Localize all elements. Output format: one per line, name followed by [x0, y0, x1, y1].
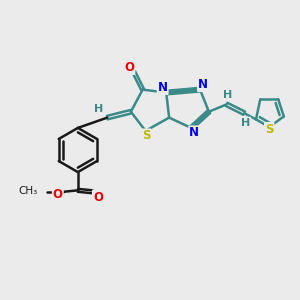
Text: H: H	[241, 118, 250, 128]
Text: CH₃: CH₃	[19, 186, 38, 196]
Text: H: H	[94, 104, 104, 114]
Text: S: S	[265, 123, 274, 136]
Text: N: N	[158, 81, 168, 94]
Text: N: N	[198, 78, 208, 91]
Text: O: O	[93, 190, 103, 204]
Text: N: N	[189, 126, 199, 140]
Text: O: O	[124, 61, 134, 74]
Text: O: O	[53, 188, 63, 201]
Text: H: H	[224, 90, 233, 100]
Text: S: S	[142, 129, 150, 142]
